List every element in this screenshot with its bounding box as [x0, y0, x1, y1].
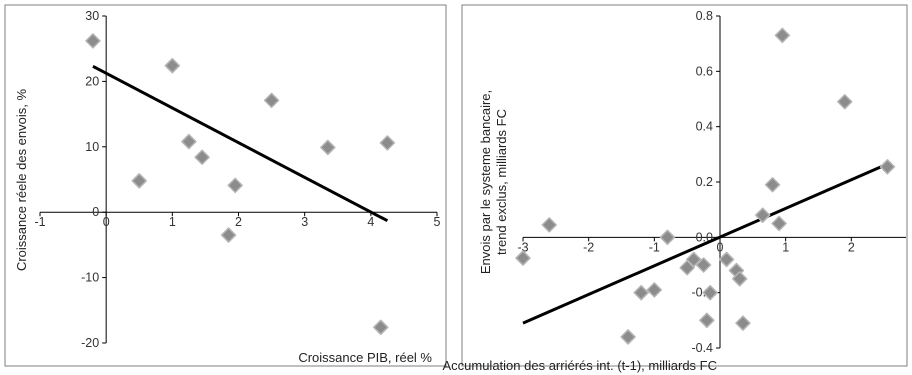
chart2-data-point	[764, 177, 781, 193]
chart2-y-tick-label: 0.2	[696, 175, 713, 189]
chart1-y-axis-title: Croissance réele des envois, %	[14, 89, 29, 272]
chart1-data-point	[373, 319, 389, 336]
chart2-data-point	[695, 257, 712, 273]
chart2-data-point	[735, 315, 751, 331]
chart2-data-point	[879, 159, 896, 175]
chart1-x-tick-label: 4	[367, 215, 374, 229]
chart2-data-point	[620, 329, 636, 345]
chart1-data-point	[85, 33, 101, 49]
chart2-y-tick-label: -0.4	[691, 341, 713, 355]
chart2-x-tick-label: 1	[782, 240, 789, 254]
chart1-data-point	[379, 135, 396, 151]
chart1-y-tick-label: -10	[81, 271, 99, 285]
chart2-x-tick-label: 0	[717, 240, 724, 254]
chart2-data-point	[646, 282, 663, 298]
chart1-y-tick-label: 30	[85, 9, 99, 23]
chart1-x-axis-title: Croissance PIB, réel %	[298, 350, 432, 365]
chart1-x-tick-label: 2	[235, 215, 242, 229]
chart2-data-point	[685, 251, 702, 268]
chart2-x-axis-title: Accumulation des arriérés int. (t-1), mi…	[442, 358, 717, 373]
chart1-data-point	[194, 149, 210, 166]
chart1-y-tick-label: 10	[85, 140, 99, 154]
chart1-data-point	[181, 133, 197, 150]
chart1-data-point	[227, 177, 243, 194]
chart2-data-point	[718, 251, 735, 268]
chart2-data-point	[771, 215, 787, 232]
chart2-x-tick-label: -1	[649, 240, 660, 254]
chart2-frame	[461, 4, 908, 367]
chart2-x-tick-label: -2	[583, 240, 594, 254]
chart1-x-tick-label: 1	[169, 215, 176, 229]
chart1-data-point	[131, 173, 147, 189]
chart1-data-point	[320, 139, 336, 156]
chart2-data-point	[541, 217, 558, 233]
chart2-data-point	[699, 312, 715, 329]
chart1-x-tick-label: 0	[103, 215, 110, 229]
chart1-y-tick-label: 0	[92, 205, 99, 219]
chart2-y-tick-label: 0.4	[696, 120, 713, 134]
chart1-data-point	[164, 57, 181, 74]
chart2-x-tick-label: -3	[517, 240, 528, 254]
chart1-trendline	[92, 65, 389, 223]
chart1-frame	[4, 4, 447, 367]
chart2-y-axis-title: Envois par le systeme bancaire,trend exc…	[478, 90, 509, 274]
chart1-data-point	[263, 92, 280, 109]
chart1-y-tick-label: 20	[85, 74, 99, 88]
chart1-x-tick-label: -1	[34, 215, 45, 229]
chart2-data-point	[515, 250, 531, 266]
chart2-data-point	[659, 229, 676, 246]
chart1-y-tick-label: -20	[81, 336, 99, 350]
chart2-data-point	[774, 27, 791, 44]
chart2-data-point	[731, 271, 748, 287]
chart2-y-axis-title-line: trend exclus, milliards FC	[494, 109, 509, 255]
chart2-trendline	[522, 162, 889, 325]
chart2-x-tick-label: 2	[848, 240, 855, 254]
chart2-y-tick-label: 0.8	[696, 9, 713, 23]
chart2-y-axis-title-line: Envois par le systeme bancaire,	[478, 90, 493, 274]
chart1-x-tick-label: 5	[434, 215, 441, 229]
chart2-data-point	[837, 94, 853, 110]
chart2-data-point	[754, 207, 771, 223]
chart2-data-point	[702, 284, 718, 301]
chart2-y-tick-label: 0.6	[696, 64, 713, 78]
chart1-x-tick-label: 3	[301, 215, 308, 229]
chart2-data-point	[633, 284, 649, 301]
chart1-data-point	[220, 227, 237, 243]
